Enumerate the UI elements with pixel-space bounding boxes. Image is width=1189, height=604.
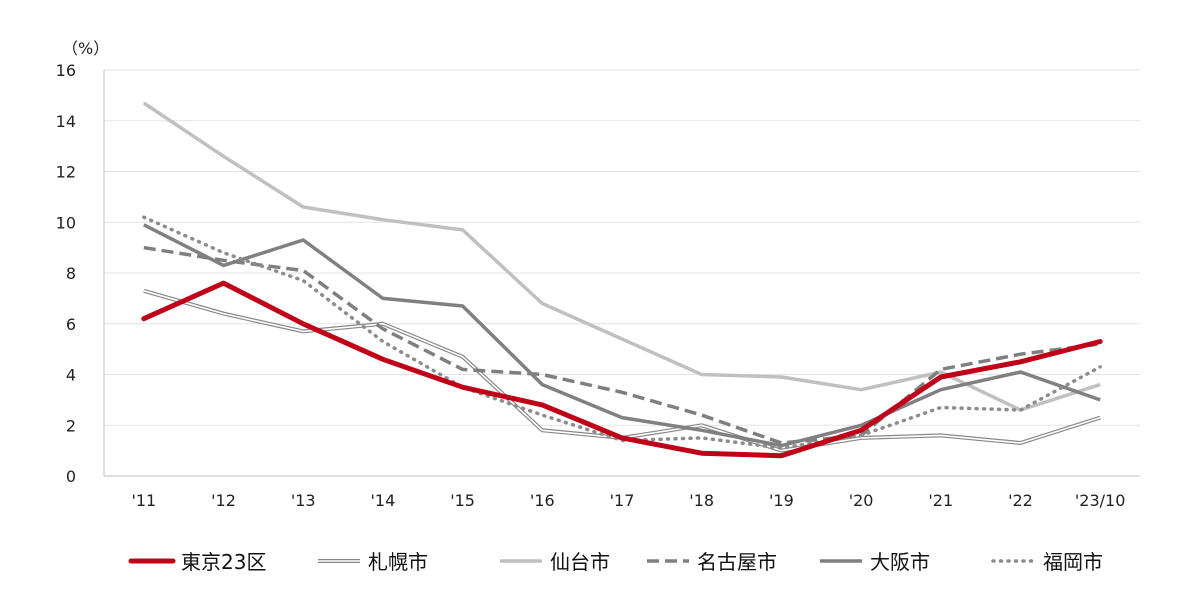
y-axis-unit-label: （%）	[62, 39, 109, 58]
series-3	[143, 223, 1101, 448]
x-tick-label: '11	[131, 491, 156, 510]
x-tick-label: '21	[928, 491, 953, 510]
legend-item: 福岡市	[991, 550, 1103, 574]
y-tick-label: 6	[66, 315, 76, 334]
y-tick-label: 14	[56, 112, 76, 131]
x-tick-label: '23/10	[1075, 491, 1126, 510]
legend-label: 札幌市	[368, 550, 428, 574]
legend-item: 名古屋市	[647, 550, 777, 574]
y-tick-label: 8	[66, 264, 76, 283]
series-1	[142, 101, 1101, 412]
y-tick-label: 2	[66, 416, 76, 435]
x-axis-ticks: '11 '12 '13 '14 '15 '16 '17 '18 '19 '20 '21 '22 '23/…	[131, 491, 1125, 510]
x-tick-label: '18	[689, 491, 714, 510]
series-line	[141, 280, 1103, 459]
legend-label: 名古屋市	[697, 550, 777, 574]
x-tick-label: '19	[769, 491, 794, 510]
x-tick-label: '15	[450, 491, 475, 510]
series-lines	[141, 101, 1103, 459]
y-tick-label: 4	[66, 366, 76, 385]
series-2	[143, 245, 1101, 445]
legend-label: 東京23区	[181, 550, 266, 574]
y-axis-ticks: 0 2 4 6 8 10 12 14 16	[56, 61, 76, 486]
legend-label: 大阪市	[870, 550, 930, 574]
grid-lines	[103, 69, 1140, 477]
legend-label: 仙台市	[550, 550, 610, 574]
series-line	[142, 215, 1102, 450]
legend-item: 大阪市	[820, 550, 930, 574]
series-4	[142, 215, 1102, 450]
legend-item: 仙台市	[500, 550, 610, 574]
series-line	[142, 101, 1101, 412]
series-line	[143, 223, 1101, 448]
x-tick-label: '13	[291, 491, 316, 510]
x-tick-label: '20	[849, 491, 874, 510]
x-tick-label: '12	[211, 491, 236, 510]
x-tick-label: '14	[371, 491, 396, 510]
y-tick-label: 16	[56, 61, 76, 80]
legend-item: 札幌市	[318, 550, 428, 574]
y-tick-label: 10	[56, 213, 76, 232]
x-tick-label: '17	[610, 491, 635, 510]
x-tick-label: '16	[530, 491, 555, 510]
y-tick-label: 12	[56, 163, 76, 182]
legend-label: 福岡市	[1043, 550, 1103, 574]
series-line	[143, 245, 1101, 445]
y-tick-label: 0	[66, 467, 76, 486]
legend-item: 東京23区	[128, 550, 266, 574]
x-tick-label: '22	[1008, 491, 1033, 510]
series-5	[141, 280, 1103, 459]
legend: 東京23区 札幌市 仙台市 名古屋市 大阪市 福岡市	[128, 550, 1103, 574]
